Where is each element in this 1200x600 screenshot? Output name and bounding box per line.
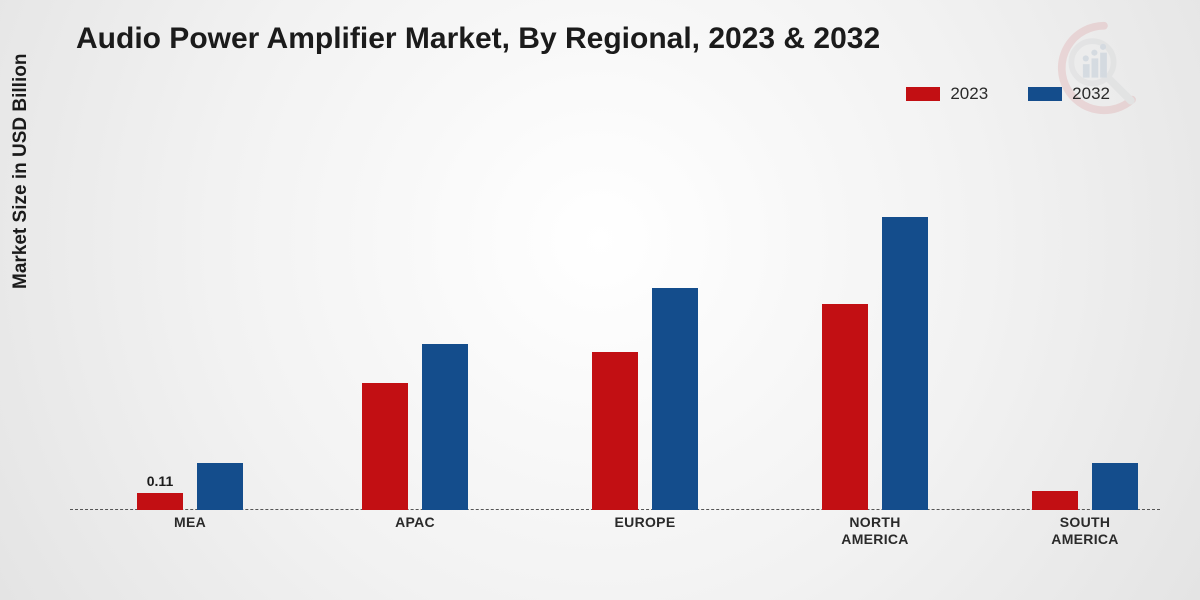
- legend-item-2023: 2023: [906, 84, 988, 104]
- legend-item-2032: 2032: [1028, 84, 1110, 104]
- chart-title: Audio Power Amplifier Market, By Regiona…: [76, 22, 880, 56]
- legend-swatch-2032: [1028, 87, 1062, 101]
- x-label-eur: EUROPE: [615, 514, 676, 531]
- bar-value-label-mea: 0.11: [147, 473, 173, 489]
- y-axis-label: Market Size in USD Billion: [10, 54, 32, 289]
- bar-na-2023: [822, 304, 868, 510]
- legend-label-2023: 2023: [950, 84, 988, 104]
- bar-eur-2023: [592, 352, 638, 510]
- plot-area: 0.11: [70, 130, 1160, 510]
- bar-sa-2032: [1092, 463, 1138, 511]
- x-label-na: NORTHAMERICA: [841, 514, 908, 548]
- bar-apac-2023: [362, 383, 408, 510]
- bar-sa-2023: [1032, 491, 1078, 510]
- x-label-apac: APAC: [395, 514, 435, 531]
- x-label-sa: SOUTHAMERICA: [1051, 514, 1118, 548]
- bar-mea-2023: [137, 493, 183, 510]
- bar-apac-2032: [422, 344, 468, 510]
- bar-eur-2032: [652, 288, 698, 510]
- x-axis-labels: MEA APAC EUROPE NORTHAMERICA SOUTHAMERICA: [70, 514, 1160, 564]
- chart-canvas: Audio Power Amplifier Market, By Regiona…: [0, 0, 1200, 600]
- legend-swatch-2023: [906, 87, 940, 101]
- x-label-mea: MEA: [174, 514, 206, 531]
- bar-na-2032: [882, 217, 928, 510]
- bar-mea-2032: [197, 463, 243, 511]
- legend: 2023 2032: [906, 84, 1110, 104]
- legend-label-2032: 2032: [1072, 84, 1110, 104]
